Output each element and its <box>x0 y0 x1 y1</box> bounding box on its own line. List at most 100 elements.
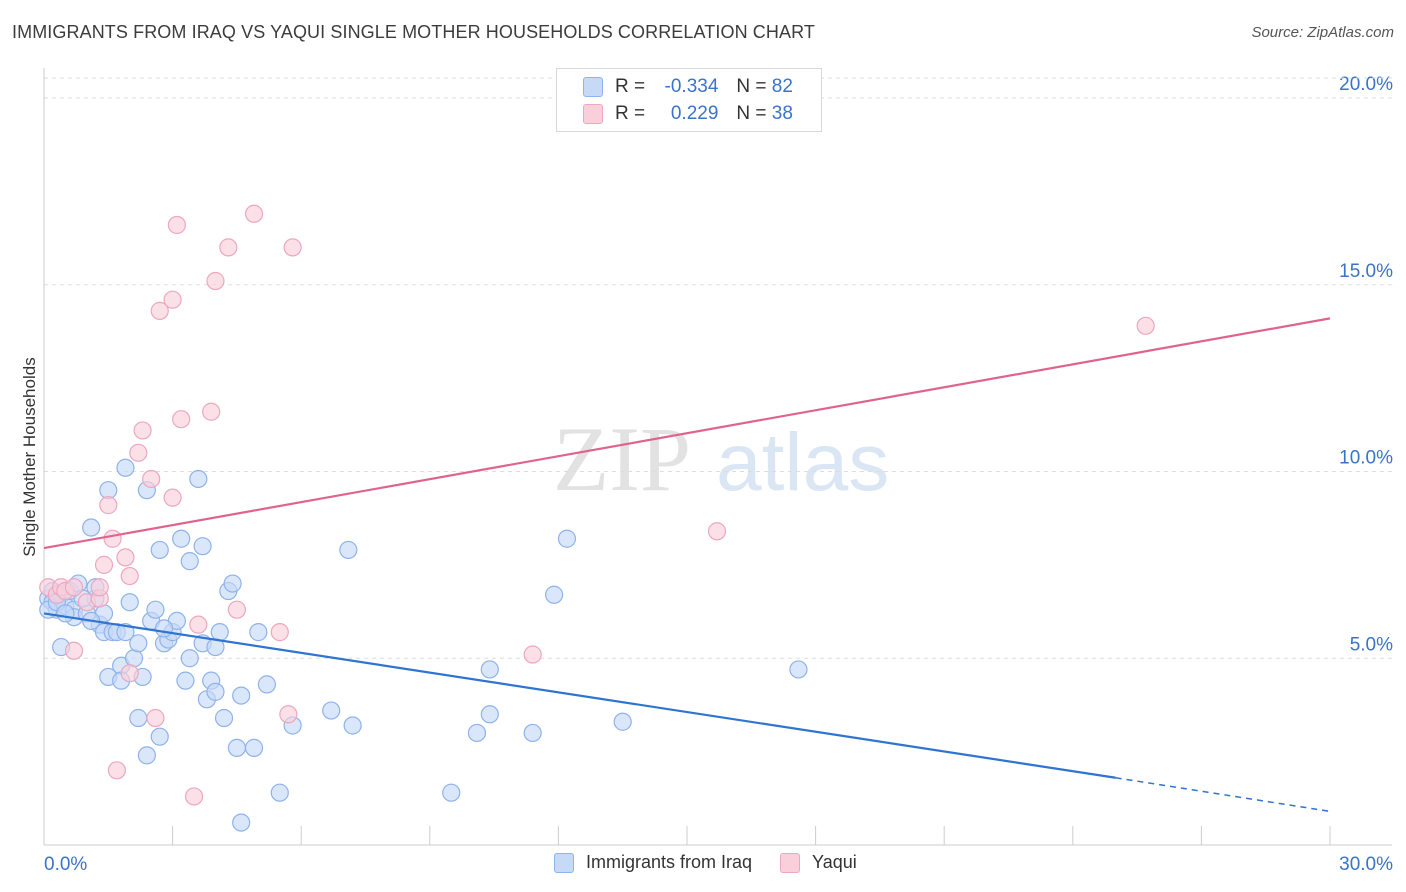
iraq-point <box>789 660 808 679</box>
yaqui-point <box>116 548 135 567</box>
legend-n-value: 82 <box>771 76 793 97</box>
iraq-trend-extension <box>1115 777 1331 813</box>
iraq-point <box>124 649 144 668</box>
iraq-point <box>523 723 542 743</box>
yaqui-point <box>146 708 165 728</box>
yaqui-point <box>120 664 139 683</box>
iraq-point <box>180 649 199 668</box>
legend-n-value: 38 <box>771 103 793 124</box>
legend-n-label: N = <box>736 103 767 124</box>
iraq-point <box>557 529 577 548</box>
y-tick-label: 5.0% <box>1350 634 1393 655</box>
x-tick-label: 30.0% <box>1339 854 1393 875</box>
yaqui-point <box>202 402 221 421</box>
iraq-point <box>150 540 169 560</box>
yaqui-point <box>150 301 169 320</box>
y-axis-label: Single Mother Households <box>20 357 39 557</box>
legend-swatch-blue <box>554 852 574 873</box>
iraq-trend-line <box>43 612 1116 779</box>
yaqui-point <box>163 290 182 309</box>
yaqui-point <box>283 238 302 257</box>
iraq-point <box>146 600 165 619</box>
yaqui-point <box>142 469 161 489</box>
yaqui-point <box>94 555 114 574</box>
iraq-point <box>480 660 499 679</box>
iraq-point <box>214 708 234 728</box>
yaqui-point <box>244 204 264 223</box>
yaqui-point <box>206 271 225 291</box>
yaqui-point <box>219 238 238 257</box>
yaqui-point <box>64 641 84 660</box>
yaqui-trend-line <box>43 317 1331 550</box>
iraq-point <box>172 529 191 548</box>
yaqui-point <box>129 443 148 462</box>
iraq-point <box>210 623 229 642</box>
iraq-point <box>116 623 135 642</box>
yaqui-point <box>107 761 126 780</box>
legend-r-value: 0.229 <box>670 103 719 124</box>
iraq-point <box>270 783 289 802</box>
iraq-point <box>150 727 169 746</box>
iraq-point <box>442 783 461 802</box>
y-tick-label: 20.0% <box>1339 74 1393 95</box>
yaqui-point <box>270 623 289 642</box>
legend-item-label: Immigrants from Iraq <box>586 852 753 872</box>
iraq-point <box>116 458 135 477</box>
yaqui-point <box>90 578 109 597</box>
iraq-point <box>322 701 341 720</box>
iraq-point <box>343 716 362 735</box>
iraq-point <box>339 540 358 560</box>
legend-item-label: Yaqui <box>812 852 857 872</box>
yaqui-point <box>99 496 118 515</box>
iraq-point <box>176 671 195 690</box>
legend-swatch-pink <box>780 852 801 873</box>
iraq-point <box>480 705 499 724</box>
yaqui-point <box>163 488 182 507</box>
iraq-point <box>82 518 101 537</box>
legend-swatch-pink <box>583 104 603 124</box>
legend-row-iraq: R = -0.334 N = 82 <box>583 75 793 99</box>
yaqui-point <box>707 522 727 541</box>
yaqui-point <box>279 705 298 724</box>
yaqui-point <box>189 615 208 634</box>
x-tick-label: 0.0% <box>44 854 87 875</box>
yaqui-point <box>184 787 204 806</box>
legend-swatch-blue <box>583 77 603 97</box>
source-label: Source: ZipAtlas.com <box>1251 24 1394 41</box>
correlation-legend: R = -0.334 N = 82 R = 0.229 N = 38 <box>556 68 822 132</box>
yaqui-point <box>133 421 152 440</box>
legend-row-yaqui: R = 0.229 N = 38 <box>583 102 793 126</box>
yaqui-point <box>227 600 246 619</box>
yaqui-point <box>64 578 84 597</box>
yaqui-point <box>172 410 191 429</box>
legend-r-value: -0.334 <box>664 76 719 97</box>
iraq-point <box>232 686 251 705</box>
iraq-point <box>545 585 564 604</box>
iraq-point <box>206 682 225 701</box>
iraq-point <box>223 574 242 593</box>
series-legend: Immigrants from Iraq Yaqui <box>554 852 885 873</box>
yaqui-point <box>167 215 186 235</box>
y-tick-label: 15.0% <box>1339 261 1393 282</box>
yaqui-point <box>523 645 542 664</box>
yaqui-point <box>103 529 122 548</box>
legend-item-yaqui[interactable]: Yaqui <box>780 852 857 873</box>
legend-r-label: R = <box>615 76 646 97</box>
iraq-point <box>249 623 268 642</box>
iraq-point <box>120 593 139 612</box>
iraq-point <box>244 738 264 757</box>
iraq-point <box>257 675 277 694</box>
yaqui-point <box>1136 316 1155 335</box>
iraq-point <box>189 469 208 489</box>
iraq-point <box>232 813 251 832</box>
legend-n-label: N = <box>736 76 767 97</box>
iraq-point <box>56 604 75 623</box>
iraq-point <box>227 738 246 757</box>
watermark-atlas: atlas <box>716 417 889 508</box>
chart-title: IMMIGRANTS FROM IRAQ VS YAQUI SINGLE MOT… <box>12 22 815 42</box>
iraq-point <box>467 723 487 743</box>
legend-item-iraq[interactable]: Immigrants from Iraq <box>554 852 752 873</box>
iraq-point <box>154 619 174 638</box>
iraq-point <box>137 746 156 765</box>
